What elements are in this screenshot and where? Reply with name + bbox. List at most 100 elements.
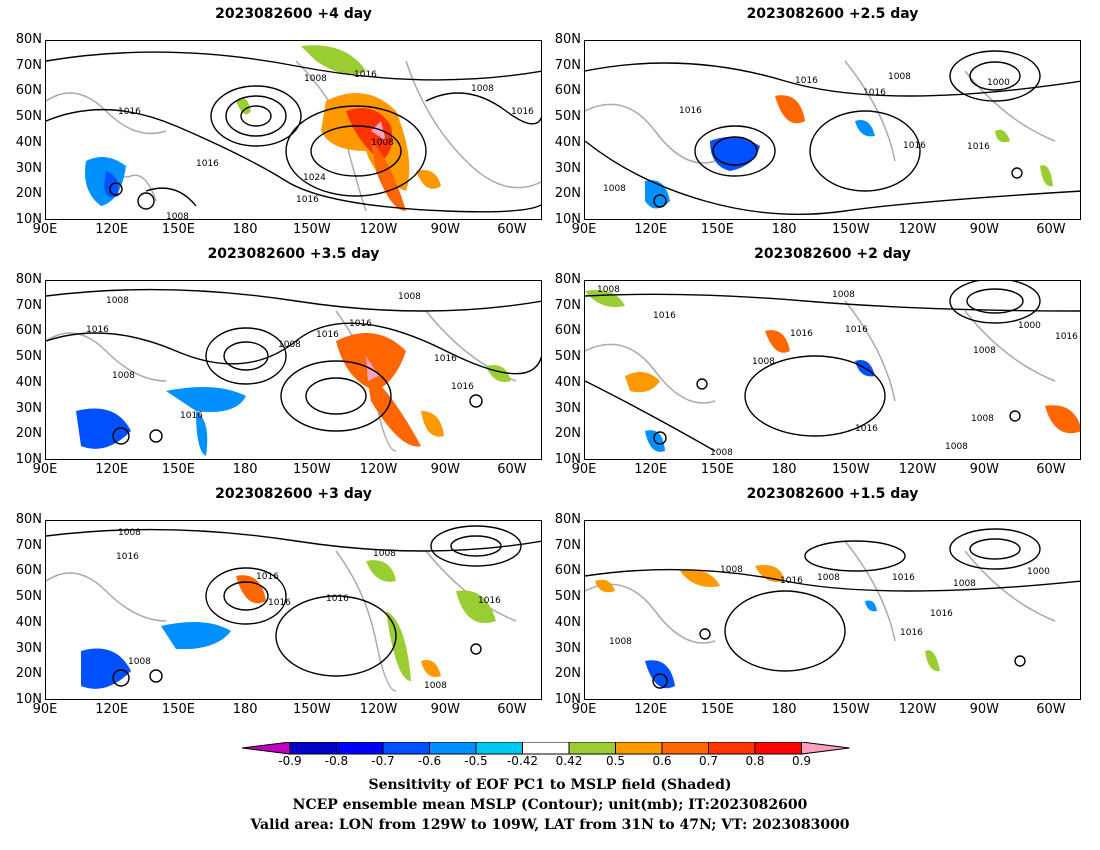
svg-text:1008: 1008 [609,637,632,647]
map-drawing: 1016 1008 1000 1016 1016 1016 1016 1008 [585,50,1080,216]
lat-tick-label: 10N [15,692,42,707]
panel-title: 2023082600 +3 day [215,486,372,502]
map-drawing: 1008 1016 1008 1016 1016 1016 1016 1008 … [46,525,541,692]
svg-text:1016: 1016 [892,573,915,583]
svg-text:1016: 1016 [900,628,923,638]
lat-tick-label: 70N [15,297,42,313]
lat-tick-label: 40N [15,374,42,390]
lon-tick-label: 120E [634,702,668,717]
svg-text:1008: 1008 [371,138,394,148]
map-panel-3[interactable]: 1008 1008 1016 1016 1016 1008 1016 1008 … [45,280,542,460]
lat-tick-label: 10N [15,212,42,227]
lon-tick-label: 90E [32,702,58,717]
map-panel-2[interactable]: 1016 1008 1000 1016 1016 1016 1016 1008 [584,40,1081,220]
lat-tick-label: 40N [554,614,581,630]
svg-text:1016: 1016 [451,382,474,392]
svg-text:1016: 1016 [478,596,501,606]
svg-text:1008: 1008 [373,549,396,559]
lon-tick-label: 90E [571,462,597,477]
colorbar-tick-label: 0.6 [652,754,672,768]
svg-text:1016: 1016 [780,576,803,586]
lat-tick-label: 70N [554,537,581,553]
lat-tick-label: 20N [554,186,581,202]
lat-tick-label: 20N [554,666,581,682]
colorbar-tick-label: -0.8 [324,754,349,768]
lon-tick-label: 180 [232,462,258,477]
lon-tick-label: 120E [634,462,668,477]
svg-text:1008: 1008 [471,84,494,94]
lat-tick-label: 80N [554,512,581,527]
map-panel-1[interactable]: 1008 1016 1008 1016 1016 1008 1016 1024 … [45,40,542,220]
colorbar-segment [289,741,337,755]
lon-tick-label: 150E [700,462,734,477]
colorbar-segment [615,741,663,755]
lon-tick-label: 120W [898,702,937,717]
lat-tick-label: 50N [554,589,581,605]
colorbar-tick-label: 0.9 [791,754,812,768]
lon-tick-label: 90E [571,702,597,717]
colorbar-segment [382,741,430,755]
lon-tick-label: 60W [497,222,527,237]
lat-tick-label: 10N [15,452,42,467]
svg-text:1016: 1016 [316,330,339,340]
svg-text:1008: 1008 [398,292,421,302]
svg-text:1016: 1016 [256,572,279,582]
colorbar-tick-label: -0.6 [417,754,442,768]
lat-tick-label: 30N [554,160,581,176]
svg-text:1008: 1008 [603,184,626,194]
map-panel-4[interactable]: 1008 1008 1000 1016 1016 1016 1008 1008 … [584,280,1081,460]
map-panel-6[interactable]: 1008 1016 1008 1016 1000 1008 1016 1016 … [584,520,1081,700]
lon-tick-label: 180 [232,702,258,717]
svg-text:1016: 1016 [180,411,203,421]
lat-tick-label: 80N [15,32,42,47]
colorbar-segment [661,741,709,755]
lon-tick-label: 120W [898,222,937,237]
lat-tick-label: 80N [15,512,42,527]
map-panel-5[interactable]: 1008 1016 1008 1016 1016 1016 1016 1008 … [45,520,542,700]
svg-text:1016: 1016 [863,88,886,98]
lon-tick-label: 90W [430,222,460,237]
svg-text:1000: 1000 [1018,321,1041,331]
colorbar-segment [429,741,477,755]
colorbar-tick-label: 0.5 [605,754,626,768]
colorbar-segment [708,741,756,755]
lon-tick-label: 60W [497,702,527,717]
lon-tick-label: 120E [95,222,129,237]
colorbar-segment [754,741,802,755]
svg-text:1016: 1016 [296,195,319,205]
lat-tick-label: 10N [554,692,581,707]
svg-text:1016: 1016 [930,609,953,619]
lon-tick-label: 180 [771,702,797,717]
lat-tick-label: 20N [554,426,581,442]
lat-tick-label: 80N [554,272,581,287]
svg-text:1016: 1016 [196,159,219,169]
colorbar-tick-label: -0.9 [278,754,302,768]
svg-text:1008: 1008 [973,346,996,356]
svg-text:1008: 1008 [278,340,301,350]
svg-text:1008: 1008 [424,681,447,691]
svg-text:1016: 1016 [903,141,926,151]
lon-tick-label: 150E [161,222,195,237]
lat-tick-label: 40N [554,374,581,390]
lat-tick-label: 20N [15,186,42,202]
lat-tick-label: 30N [15,160,42,176]
panel-title: 2023082600 +3.5 day [207,246,380,262]
lon-tick-label: 120W [898,462,937,477]
lat-tick-label: 50N [15,349,42,365]
svg-text:1016: 1016 [116,552,139,562]
lat-tick-label: 30N [15,400,42,416]
svg-text:1016: 1016 [434,354,457,364]
map-drawing: 1008 1016 1008 1016 1016 1008 1016 1024 … [46,45,541,219]
lon-tick-label: 60W [1036,462,1066,477]
svg-text:1008: 1008 [112,371,135,381]
lat-tick-label: 50N [554,349,581,365]
lon-tick-label: 90W [969,702,999,717]
colorbar-segment [336,741,384,755]
svg-text:1016: 1016 [511,107,534,117]
lat-tick-label: 80N [554,32,581,47]
lat-tick-label: 60N [554,83,581,99]
lat-tick-label: 70N [15,57,42,73]
colorbar [241,741,860,760]
svg-text:1016: 1016 [855,424,878,434]
colorbar-svg [241,741,850,755]
